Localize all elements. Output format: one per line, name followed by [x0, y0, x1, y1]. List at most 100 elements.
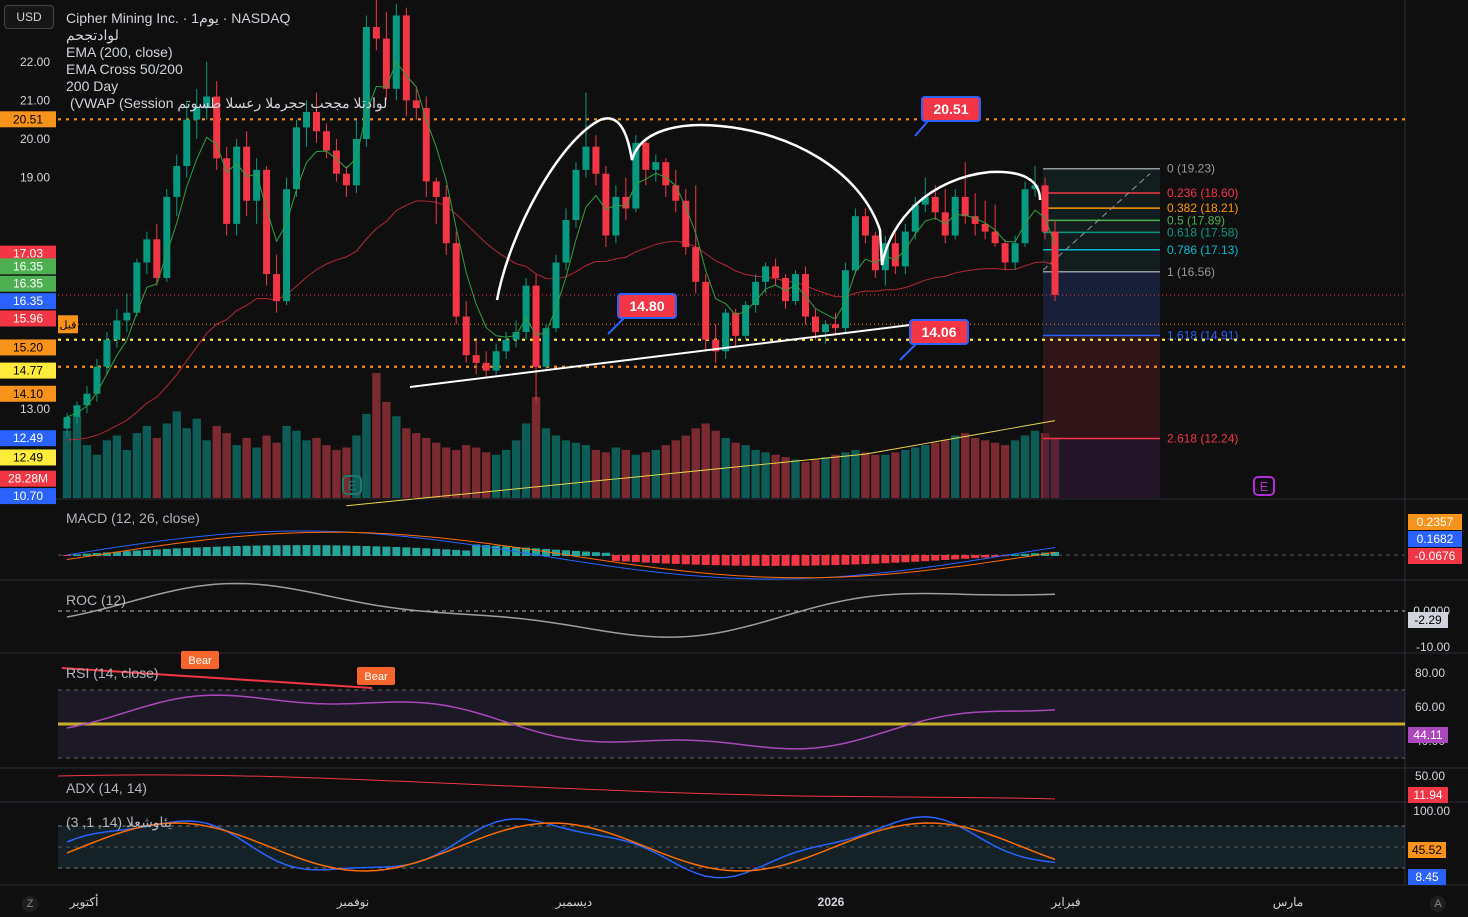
macd-histogram-bar	[611, 555, 620, 561]
roc-title[interactable]: ROC (12)	[66, 592, 126, 608]
callout-box	[617, 293, 677, 319]
macd-histogram-bar	[352, 545, 361, 556]
symbol-title[interactable]: Cipher Mining Inc. · 1يوم · NASDAQ	[66, 10, 291, 26]
macd-histogram-bar	[292, 545, 301, 556]
volume-bar	[621, 449, 631, 498]
macd-title[interactable]: MACD (12, 26, close)	[66, 510, 200, 526]
volume-bar	[292, 430, 301, 498]
price-tag-bg	[0, 245, 56, 262]
candle-body	[462, 316, 470, 356]
macd-histogram-bar	[761, 555, 770, 566]
volume-bar	[541, 428, 551, 498]
adx-title[interactable]: ADX (14, 14)	[66, 780, 147, 796]
volume-bar	[531, 397, 541, 498]
volume-bar	[691, 428, 700, 498]
volume-bar	[661, 445, 670, 498]
macd-histogram-bar	[991, 555, 1000, 557]
candle-body	[652, 162, 660, 170]
macd-histogram-bar	[801, 555, 810, 566]
candle-body	[871, 235, 879, 271]
macd-value-tag: 0.1682	[1417, 532, 1454, 546]
volume-bar	[82, 445, 92, 498]
price-tick: 13.00	[20, 402, 50, 416]
volume-bar	[332, 449, 341, 498]
volume-bar	[92, 454, 102, 498]
indicator-200day[interactable]: 200 Day	[66, 78, 119, 94]
volume-bar	[102, 440, 112, 498]
price-tag-bg	[0, 449, 56, 466]
indicator-vwap[interactable]: (VWAP (Session لوادتلا مجحب حجرملا رعسلا…	[70, 95, 388, 111]
callout-text: 14.06	[921, 324, 956, 340]
volume-bar	[951, 435, 960, 498]
price-tag-bg	[0, 258, 56, 275]
stoch-value-tag-bg	[1408, 842, 1446, 858]
rsi-axis-label: 60.00	[1415, 700, 1445, 714]
volume-bar	[302, 440, 311, 498]
fib-label: 2.618 (12.24)	[1167, 432, 1238, 446]
volume-bar	[841, 452, 850, 498]
price-tag-bg	[0, 339, 56, 356]
candle-body	[412, 100, 420, 109]
sma200-line	[346, 420, 1056, 507]
vwap-line	[66, 61, 1056, 418]
macd-histogram-bar	[671, 555, 680, 564]
volume-bar	[262, 435, 271, 498]
macd-value-tag: -0.0676	[1415, 549, 1456, 563]
indicator-ema-cross[interactable]: EMA Cross 50/200	[66, 61, 183, 77]
volume-bar	[781, 457, 790, 498]
indicator-ema200[interactable]: EMA (200, close)	[66, 44, 173, 60]
volume-bar	[901, 449, 910, 498]
price-tag: 16.35	[13, 294, 43, 308]
rsi-title[interactable]: RSI (14, close)	[66, 665, 159, 681]
candle-body	[223, 158, 231, 224]
volume-bar	[731, 442, 740, 498]
candle-body	[851, 216, 859, 271]
macd-histogram-bar	[871, 555, 880, 564]
volume-bar	[521, 423, 531, 498]
candle-body	[93, 366, 101, 394]
volume-bar	[1030, 430, 1040, 498]
stoch-value-tag: 45.52	[1412, 843, 1442, 857]
volume-bar	[681, 435, 690, 498]
volume-bar	[232, 445, 241, 498]
macd-histogram-bar	[422, 548, 431, 556]
callout-pointer	[899, 343, 917, 361]
macd-histogram-bar	[721, 555, 730, 566]
stoch-title[interactable]: يئاوشعلا (14, 1, 3)	[66, 814, 172, 830]
callout-text: 20.51	[933, 101, 968, 117]
macd-histogram-bar	[741, 555, 750, 566]
volume-bar	[671, 440, 680, 498]
indicator-volume[interactable]: لوادتجحم	[66, 27, 119, 43]
currency-selector[interactable]: USD	[4, 5, 54, 29]
macd-histogram-bar	[911, 555, 920, 562]
side-label-bg	[58, 315, 78, 334]
callout-pointer	[914, 120, 929, 137]
macd-histogram-bar	[232, 546, 241, 556]
auto-scale-button[interactable]: A	[1430, 896, 1446, 912]
volume-bar	[960, 433, 970, 498]
candle-body	[362, 27, 370, 139]
candle-body	[422, 108, 430, 182]
candle-body	[522, 285, 530, 332]
macd-histogram-bar	[102, 552, 111, 556]
volume-bar	[741, 445, 750, 498]
candle-body	[911, 204, 919, 232]
zoom-corner-button[interactable]: Z	[22, 896, 38, 912]
candle-body	[213, 96, 221, 159]
macd-histogram-bar	[332, 545, 341, 556]
volume-bar	[432, 442, 441, 498]
candle-body	[811, 316, 819, 332]
macd-histogram-bar	[172, 548, 181, 556]
candle-body	[502, 339, 510, 352]
macd-histogram-bar	[152, 549, 161, 556]
volume-bar	[392, 416, 401, 498]
volume-bar	[152, 437, 162, 498]
volume-bar	[501, 449, 511, 498]
macd-histogram-bar	[631, 555, 640, 563]
volume-bar	[561, 440, 571, 498]
macd-histogram-bar	[781, 555, 790, 566]
candle-body	[382, 38, 390, 89]
macd-histogram-bar	[561, 550, 570, 556]
roc-line	[66, 582, 1056, 638]
